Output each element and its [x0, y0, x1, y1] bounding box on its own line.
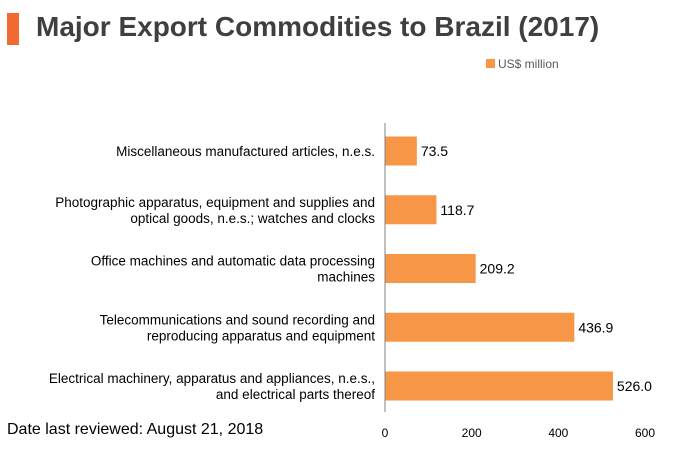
category-label: Office machines and automatic data proce…	[91, 254, 375, 285]
date-reviewed-note: Date last reviewed: August 21, 2018	[7, 421, 264, 438]
legend-swatch	[486, 59, 495, 68]
data-label: 436.9	[578, 319, 613, 335]
value-labels: 73.5 118.7 209.2 436.9 526.0	[421, 143, 652, 394]
title-accent-bar	[7, 13, 19, 45]
data-label: 73.5	[421, 143, 448, 159]
x-tick-label: 0	[382, 426, 389, 440]
chart-legend: US$ million	[486, 57, 559, 71]
bar	[385, 195, 437, 225]
page-title: Major Export Commodities to Brazil (2017…	[36, 11, 600, 42]
bar	[385, 254, 476, 283]
bar	[385, 312, 575, 342]
x-tick-label: 600	[635, 426, 655, 440]
category-label: Photographic apparatus, equipment and su…	[55, 195, 375, 226]
x-tick-label: 200	[462, 426, 482, 440]
data-label: 526.0	[617, 378, 652, 394]
x-axis: 0 200 400 600	[382, 123, 655, 440]
bar	[385, 371, 613, 401]
category-labels: Miscellaneous manufactured articles, n.e…	[49, 144, 375, 402]
data-label: 118.7	[440, 202, 474, 218]
category-label: Telecommunications and sound recording a…	[100, 312, 376, 343]
category-label: Miscellaneous manufactured articles, n.e…	[116, 144, 375, 159]
data-label: 209.2	[480, 261, 515, 277]
bars	[385, 136, 613, 401]
legend-label: US$ million	[498, 57, 559, 71]
category-label: Electrical machinery, apparatus and appl…	[49, 371, 375, 402]
bar	[385, 136, 417, 166]
x-tick-label: 400	[548, 426, 568, 440]
